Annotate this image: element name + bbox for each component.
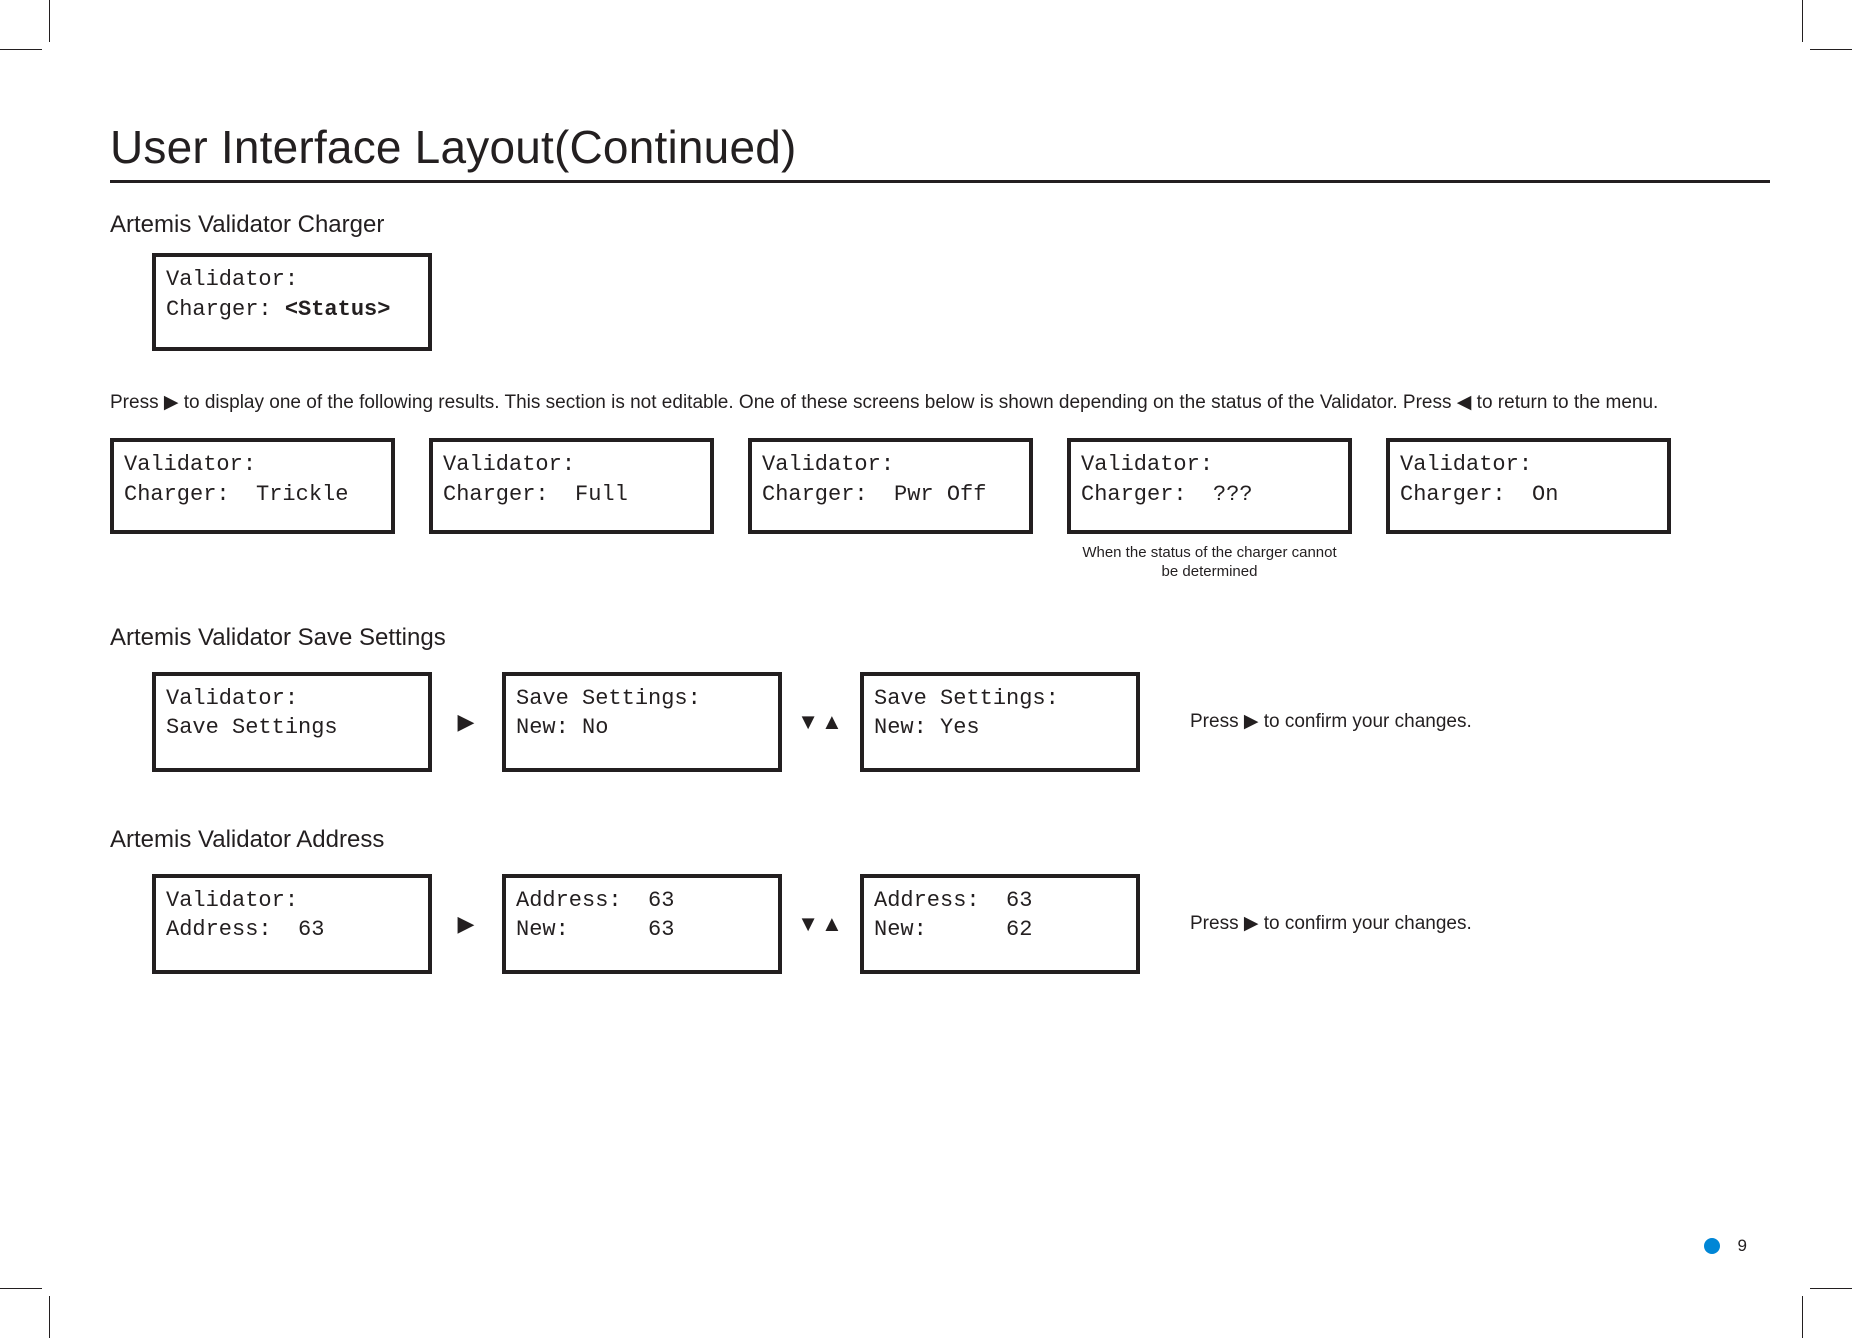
save-heading: Artemis Validator Save Settings bbox=[110, 624, 1770, 652]
lcd-line: Charger: Pwr Off bbox=[762, 480, 1019, 510]
lcd-line: Charger: Full bbox=[443, 480, 700, 510]
lcd-line: Save Settings: bbox=[516, 684, 768, 714]
lcd-line: Validator: bbox=[1081, 450, 1338, 480]
page-number: 9 bbox=[1738, 1236, 1747, 1256]
charger-heading: Artemis Validator Charger bbox=[110, 211, 1770, 239]
lcd-line: Save Settings: bbox=[874, 684, 1126, 714]
save-box-1: Validator: Save Settings bbox=[152, 672, 432, 772]
save-flow: Validator: Save Settings ▶ Save Settings… bbox=[152, 672, 1770, 772]
charger-box-trickle: Validator: Charger: Trickle bbox=[110, 438, 395, 534]
charger-status-row: Validator: Charger: Trickle Validator: C… bbox=[110, 438, 1770, 582]
lcd-line: Address: 63 bbox=[516, 886, 768, 916]
lcd-line: New: 62 bbox=[874, 915, 1126, 945]
lcd-line: Charger: On bbox=[1400, 480, 1657, 510]
save-box-2: Save Settings: New: No bbox=[502, 672, 782, 772]
lcd-line: Save Settings bbox=[166, 713, 418, 743]
section-charger: Artemis Validator Charger Validator: Cha… bbox=[110, 211, 1770, 582]
title-rule bbox=[110, 180, 1770, 183]
section-save-settings: Artemis Validator Save Settings Validato… bbox=[110, 624, 1770, 772]
lcd-line: Validator: bbox=[166, 886, 418, 916]
lcd-line: New: No bbox=[516, 713, 768, 743]
arrow-right-icon: ▶ bbox=[432, 709, 502, 735]
arrow-right-icon: ▶ bbox=[432, 911, 502, 937]
lcd-line: Charger: <Status> bbox=[166, 295, 418, 325]
address-box-1: Validator: Address: 63 bbox=[152, 874, 432, 974]
page-title: User Interface Layout(Continued) bbox=[110, 120, 1770, 174]
charger-instruction: Press ▶ to display one of the following … bbox=[110, 391, 1770, 414]
lcd-line: Validator: bbox=[124, 450, 381, 480]
address-flow: Validator: Address: 63 ▶ Address: 63 New… bbox=[152, 874, 1770, 974]
arrow-updown-icon: ▼▲ bbox=[782, 911, 860, 937]
lcd-line: Validator: bbox=[166, 265, 418, 295]
address-confirm-note: Press ▶ to confirm your changes. bbox=[1190, 912, 1472, 935]
lcd-line: Charger: Trickle bbox=[124, 480, 381, 510]
lcd-line: Address: 63 bbox=[166, 915, 418, 945]
charger-box-unknown: Validator: Charger: ??? bbox=[1067, 438, 1352, 534]
address-box-2: Address: 63 New: 63 bbox=[502, 874, 782, 974]
save-box-3: Save Settings: New: Yes bbox=[860, 672, 1140, 772]
lcd-line: New: Yes bbox=[874, 713, 1126, 743]
lcd-line: Validator: bbox=[1400, 450, 1657, 480]
save-confirm-note: Press ▶ to confirm your changes. bbox=[1190, 710, 1472, 733]
charger-box-full: Validator: Charger: Full bbox=[429, 438, 714, 534]
lcd-line: Validator: bbox=[443, 450, 700, 480]
charger-box-pwroff: Validator: Charger: Pwr Off bbox=[748, 438, 1033, 534]
page-content: User Interface Layout(Continued) Artemis… bbox=[110, 120, 1770, 974]
section-address: Artemis Validator Address Validator: Add… bbox=[110, 826, 1770, 974]
address-heading: Artemis Validator Address bbox=[110, 826, 1770, 854]
lcd-line: Validator: bbox=[762, 450, 1019, 480]
footer-dot-icon bbox=[1704, 1238, 1720, 1254]
charger-box-on: Validator: Charger: On bbox=[1386, 438, 1671, 534]
lcd-line: Validator: bbox=[166, 684, 418, 714]
address-box-3: Address: 63 New: 62 bbox=[860, 874, 1140, 974]
page-footer: 9 bbox=[1704, 1236, 1747, 1256]
charger-unknown-caption: When the status of the charger cannot be… bbox=[1067, 544, 1352, 582]
lcd-line: New: 63 bbox=[516, 915, 768, 945]
charger-template-box: Validator: Charger: <Status> bbox=[152, 253, 432, 351]
arrow-updown-icon: ▼▲ bbox=[782, 709, 860, 735]
lcd-line: Address: 63 bbox=[874, 886, 1126, 916]
lcd-line: Charger: ??? bbox=[1081, 480, 1338, 510]
